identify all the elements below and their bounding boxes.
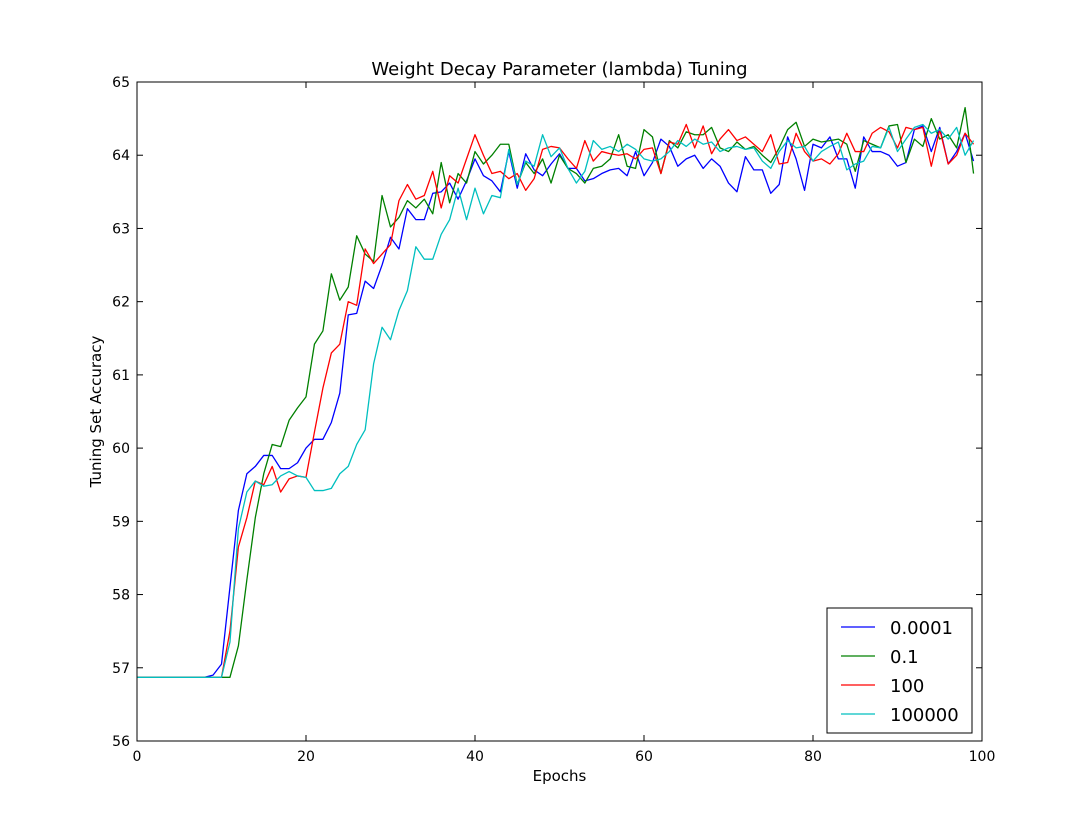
y-tick-label: 57 <box>112 661 130 677</box>
x-tick-label: 60 <box>635 749 653 765</box>
y-tick-label: 59 <box>112 514 130 530</box>
y-axis-title: Tuning Set Accuracy <box>87 336 105 489</box>
y-tick-label: 58 <box>112 588 130 604</box>
y-tick-label: 65 <box>112 75 130 91</box>
y-tick-label: 60 <box>112 441 130 457</box>
series-layer <box>137 106 975 678</box>
legend-box <box>826 607 973 734</box>
series-line-0.1 <box>137 106 975 678</box>
x-axis-title: Epochs <box>533 767 587 785</box>
y-tick-label: 63 <box>112 221 130 237</box>
tick-layer: 0 20 40 60 80 100 56 57 58 59 60 61 62 63 64 65 <box>112 75 995 765</box>
x-tick-label: 0 <box>133 749 142 765</box>
x-tick-label: 20 <box>297 749 315 765</box>
plot-frame <box>136 81 983 742</box>
series-line-0.0001 <box>137 125 975 678</box>
y-tick-label: 64 <box>112 148 130 164</box>
legend-label: 100000 <box>890 705 959 726</box>
x-tick-label: 80 <box>804 749 822 765</box>
legend-label: 0.0001 <box>890 618 953 639</box>
x-tick-label: 40 <box>466 749 484 765</box>
series-line-100000 <box>137 123 975 678</box>
y-tick-label: 56 <box>112 734 130 750</box>
chart-title: Weight Decay Parameter (lambda) Tuning <box>371 59 747 80</box>
y-tick-label: 61 <box>112 368 130 384</box>
series-line-100 <box>137 123 975 678</box>
y-tick-label: 62 <box>112 295 130 311</box>
legend-label: 0.1 <box>890 647 919 668</box>
legend-label: 100 <box>890 676 924 697</box>
legend: 0.0001 0.1 100 100000 <box>826 607 973 734</box>
x-tick-label: 100 <box>969 749 996 765</box>
